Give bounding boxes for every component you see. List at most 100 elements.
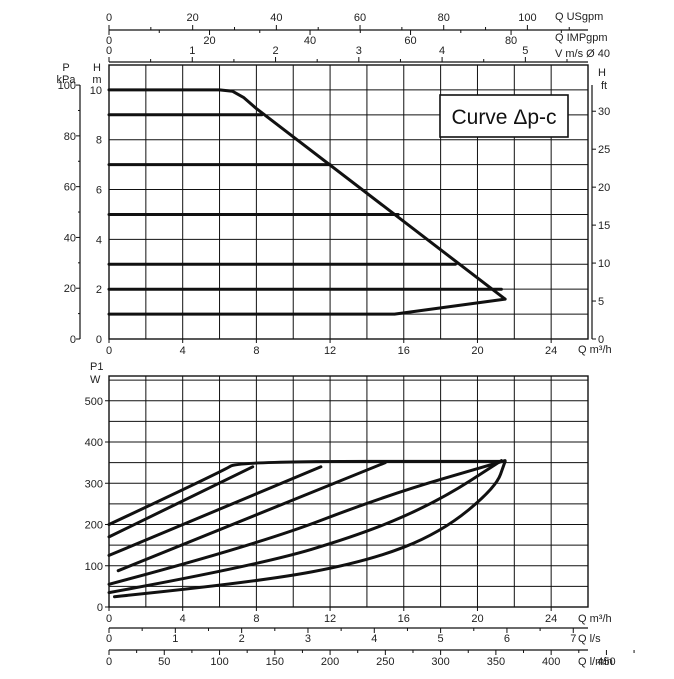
usgpm-tick-label: 80 [438, 12, 450, 24]
lower-x-tick-label: 4 [180, 613, 186, 625]
impgpm-axis-label: Q IMPgpm [555, 32, 608, 44]
lower-x-tick-label: 8 [253, 613, 259, 625]
impgpm-tick-label: 80 [505, 35, 517, 47]
h-ft-tick-label: 0 [598, 334, 604, 346]
ls-tick-label: 5 [438, 633, 444, 645]
p-kpa-tick-label: 40 [64, 232, 76, 244]
velocity-tick-label: 1 [189, 45, 195, 57]
h-ft-tick-label: 10 [598, 258, 610, 270]
power-curve-3 [107, 465, 323, 557]
h-ft-tick-label: 20 [598, 182, 610, 194]
h-m-tick-label: 2 [96, 284, 102, 296]
p1-tick-label: 0 [97, 602, 103, 614]
p-axis-label-top: P [62, 62, 69, 74]
usgpm-tick-label: 0 [106, 12, 112, 24]
ls-tick-label: 7 [570, 633, 576, 645]
h-m-tick-label: 10 [90, 85, 102, 97]
power-curve-4 [116, 461, 387, 573]
lmin-tick-label: 200 [321, 656, 339, 668]
upper-plot-frame [108, 64, 589, 340]
head-curve-1 [107, 297, 507, 316]
curves-layer [107, 88, 507, 599]
power-curve-7 [113, 459, 507, 599]
lmin-tick-label: 100 [210, 656, 228, 668]
h-m-tick-label: 4 [96, 234, 102, 246]
lmin-tick-label: 50 [158, 656, 170, 668]
p1-tick-label: 200 [85, 520, 103, 532]
lmin-tick-label: 250 [376, 656, 394, 668]
power-curve-2 [107, 465, 255, 539]
ls-tick-label: 3 [305, 633, 311, 645]
h-m-axis-label-top: H [93, 62, 101, 74]
p-kpa-tick-label: 60 [64, 182, 76, 194]
lmin-tick-label: 450 [597, 656, 615, 668]
p1-tick-label: 500 [85, 396, 103, 408]
chart-title-box [439, 94, 569, 138]
usgpm-tick-label: 100 [518, 12, 536, 24]
p1-tick-label: 400 [85, 437, 103, 449]
p-kpa-tick-label: 0 [70, 334, 76, 346]
lower-x-tick-label: 20 [471, 613, 483, 625]
impgpm-tick-label: 0 [106, 35, 112, 47]
lmin-tick-label: 150 [266, 656, 284, 668]
ls-axis-label: Q l/s [578, 633, 601, 645]
lower-x-tick-label: 0 [106, 613, 112, 625]
h-ft-axis-label-bottom: ft [601, 80, 607, 92]
p1-tick-label: 100 [85, 561, 103, 573]
velocity-tick-label: 0 [106, 45, 112, 57]
power-curve-6 [107, 459, 503, 595]
h-m-tick-label: 6 [96, 185, 102, 197]
lower-x-tick-label: 12 [324, 613, 336, 625]
usgpm-tick-label: 60 [354, 12, 366, 24]
usgpm-tick-label: 20 [187, 12, 199, 24]
p1-axis-label-top: P1 [90, 361, 103, 373]
lower-plot-frame [108, 375, 589, 608]
upper-x-tick-label: 24 [545, 345, 557, 357]
h-ft-axis-label-top: H [598, 67, 606, 79]
power-curve-1 [107, 459, 507, 526]
impgpm-tick-label: 60 [404, 35, 416, 47]
upper-x-tick-label: 20 [471, 345, 483, 357]
h-ft-tick-label: 30 [598, 106, 610, 118]
lmin-axis-label: Q l/min [578, 656, 613, 668]
velocity-tick-label: 5 [522, 45, 528, 57]
lower-x-tick-label: 24 [545, 613, 557, 625]
usgpm-tick-label: 40 [270, 12, 282, 24]
p-axis-label-bottom: kPa [57, 74, 77, 86]
upper-x-tick-label: 4 [180, 345, 186, 357]
velocity-tick-label: 3 [356, 45, 362, 57]
axes-layer: 0 4 8 12 16 20 2402468100204060801000510152025… [58, 12, 635, 668]
power-curve-5 [107, 459, 507, 586]
ls-tick-label: 6 [504, 633, 510, 645]
lower-x-axis-label: Q m³/h [578, 613, 612, 625]
p1-tick-label: 300 [85, 478, 103, 490]
chart-title: Curve Δp-c [451, 106, 556, 129]
upper-x-tick-label: 0 [106, 345, 112, 357]
upper-x-axis-label: Q m³/h [578, 344, 612, 356]
velocity-tick-label: 4 [439, 45, 445, 57]
impgpm-tick-label: 40 [304, 35, 316, 47]
velocity-axis-label: V m/s Ø 40 [555, 48, 610, 60]
h-ft-tick-label: 5 [598, 296, 604, 308]
upper-x-tick-label: 8 [253, 345, 259, 357]
ls-tick-label: 4 [371, 633, 377, 645]
ls-tick-label: 0 [106, 633, 112, 645]
lmin-tick-label: 350 [487, 656, 505, 668]
p1-axis-label-bottom: W [90, 374, 101, 386]
upper-x-tick-label: 12 [324, 345, 336, 357]
ls-tick-label: 2 [239, 633, 245, 645]
ls-tick-label: 1 [172, 633, 178, 645]
h-ft-tick-label: 15 [598, 220, 610, 232]
usgpm-axis-label: Q USgpm [555, 11, 603, 23]
upper-x-tick-label: 16 [398, 345, 410, 357]
p-kpa-tick-label: 20 [64, 283, 76, 295]
h-m-tick-label: 8 [96, 135, 102, 147]
p-kpa-tick-label: 80 [64, 131, 76, 143]
p-kpa-tick-label: 100 [58, 80, 76, 92]
lmin-tick-label: 400 [542, 656, 560, 668]
h-m-tick-label: 0 [96, 334, 102, 346]
head-curve-7 [107, 88, 507, 301]
impgpm-tick-label: 20 [203, 35, 215, 47]
